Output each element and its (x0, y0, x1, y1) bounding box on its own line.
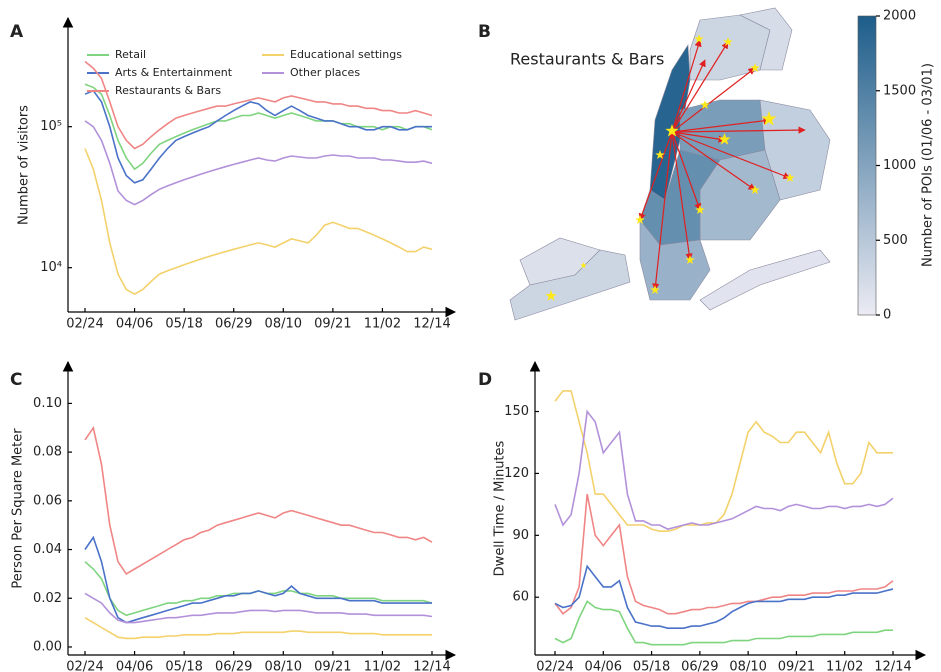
y-axis-label: Number of visitors (17, 105, 32, 225)
x-tick-label: 08/10 (265, 317, 302, 332)
colorbar-tick-label: 0 (883, 308, 891, 323)
x-tick-label: 06/29 (215, 317, 252, 332)
series-line (84, 148, 433, 296)
series-line (554, 564, 894, 629)
y-tick-label: 0.08 (33, 445, 62, 460)
x-tick-label: 12/14 (874, 660, 911, 672)
map-title: Restaurants & Bars (510, 50, 664, 69)
charts: 10⁴ 10⁵ 02/24 04/06 05/18 06/29 08/10 09/21 11/0… (10, 9, 936, 672)
y-tick-label: 120 (504, 466, 529, 481)
legend-label: Restaurants & Bars (115, 84, 221, 97)
map-region (689, 14, 771, 81)
colorbar-tick-label: 1000 (883, 158, 916, 173)
y-tick-label: 0.06 (33, 493, 62, 508)
x-tick-label: 09/21 (314, 660, 351, 672)
x-tick-label: 11/02 (826, 660, 863, 672)
series-line (554, 409, 894, 530)
x-tick-label: 06/29 (681, 660, 718, 672)
x-tick-label: 11/02 (364, 660, 401, 672)
x-tick-label: 09/21 (314, 317, 351, 332)
y-tick-label: 60 (512, 590, 529, 605)
x-tick-label: 04/06 (585, 660, 622, 672)
x-tick-label: 09/21 (778, 660, 815, 672)
panel-letter: D (478, 370, 492, 390)
x-tick-label: 08/10 (265, 660, 302, 672)
colorbar-tick-label: 500 (883, 233, 908, 248)
map-region (639, 219, 711, 301)
y-tick-label: 0.02 (33, 591, 62, 606)
y-tick-label: 90 (512, 528, 529, 543)
legend-label: Educational settings (290, 48, 402, 61)
x-tick-label: 05/18 (633, 660, 670, 672)
map-region (509, 249, 631, 321)
map-flows (545, 34, 806, 301)
x-tick-label: 12/14 (413, 660, 450, 672)
x-tick-label: 02/24 (66, 317, 103, 332)
y-tick-label: 150 (504, 404, 529, 419)
series-line (554, 390, 893, 532)
series-line (84, 535, 432, 624)
legend-label: Retail (115, 48, 146, 61)
y-tick-label: 10⁵ (40, 119, 62, 134)
y-tick-label: 10⁴ (40, 260, 62, 275)
series-line (84, 120, 433, 206)
colorbar-tick-label: 2000 (883, 9, 916, 24)
x-tick-label: 12/14 (413, 317, 450, 332)
x-tick-label: 08/10 (729, 660, 766, 672)
colorbar-label: Number of POIs (01/06 - 03/01) (921, 63, 936, 267)
legend-label: Other places (290, 66, 360, 79)
x-tick-label: 11/02 (364, 317, 401, 332)
y-tick-label: 0.00 (33, 639, 62, 654)
y-tick-label: 0.10 (33, 396, 62, 411)
x-tick-label: 05/18 (165, 660, 202, 672)
colorbar-tick-label: 1500 (883, 83, 916, 98)
series-line (554, 600, 893, 646)
series-line (84, 89, 432, 184)
x-tick-label: 06/29 (215, 660, 252, 672)
y-axis-label: Dwell Time / Minutes (493, 440, 508, 576)
series-line (84, 60, 433, 150)
map-region (699, 249, 831, 311)
x-tick-label: 04/06 (116, 317, 153, 332)
map-region (739, 7, 793, 71)
y-tick-label: 0.04 (33, 542, 62, 557)
panel-letter: A (10, 22, 24, 42)
series-line (554, 493, 894, 615)
panel-letter: B (478, 22, 491, 42)
x-tick-label: 02/24 (536, 660, 573, 672)
legend-label: Arts & Entertainment (115, 66, 233, 79)
series-line (84, 83, 433, 171)
x-tick-label: 02/24 (66, 660, 103, 672)
colorbar (857, 15, 877, 316)
series-line (84, 592, 433, 624)
series-line (84, 425, 433, 575)
panel-letter: C (10, 370, 22, 390)
series-line (84, 617, 432, 640)
y-axis-label: Person Per Square Meter (11, 428, 26, 589)
map (509, 7, 831, 321)
x-tick-label: 05/18 (165, 317, 202, 332)
series-line (84, 561, 433, 617)
x-tick-label: 04/06 (116, 660, 153, 672)
